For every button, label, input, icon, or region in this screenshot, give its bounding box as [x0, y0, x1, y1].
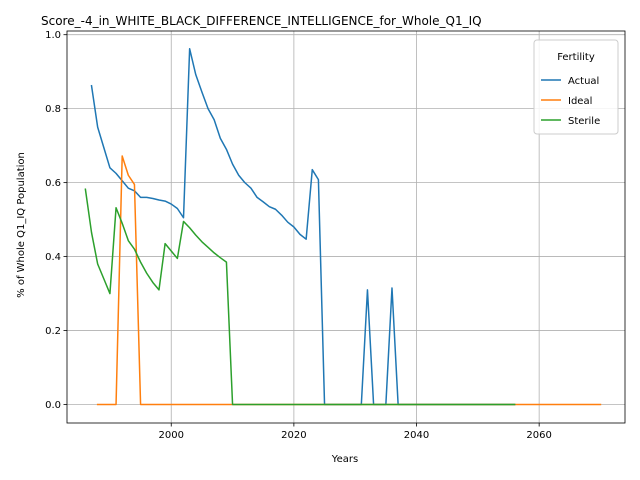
- y-tick-label: 0.2: [45, 326, 61, 337]
- x-tick-label: 2020: [281, 430, 306, 441]
- y-tick-label: 0.6: [45, 178, 61, 189]
- series-line-ideal: [96, 155, 602, 406]
- ticks: 2000 2020 2040 2060 0.0 0.2 0.4 0.6 0.8 1.0: [45, 30, 552, 441]
- chart-title: Score_-4_in_WHITE_BLACK_DIFFERENCE_INTEL…: [41, 14, 482, 28]
- legend-title: Fertility: [557, 52, 595, 63]
- legend-label-sterile: Sterile: [568, 116, 600, 127]
- series-group: [84, 48, 602, 406]
- plot-frame: [66, 30, 626, 424]
- x-axis-label: Years: [331, 454, 358, 465]
- legend-label-ideal: Ideal: [568, 96, 592, 107]
- series-line-actual: [90, 48, 516, 406]
- x-tick-label: 2060: [526, 430, 551, 441]
- y-tick-label: 0.4: [45, 252, 61, 263]
- y-axis-label: % of Whole Q1_IQ Population: [16, 152, 27, 298]
- y-tick-label: 0.0: [45, 400, 61, 411]
- x-tick-label: 2000: [159, 430, 184, 441]
- legend-label-actual: Actual: [568, 76, 599, 87]
- legend: Fertility Actual Ideal Sterile: [533, 39, 619, 135]
- series-line-sterile: [84, 188, 516, 406]
- legend-box: [533, 39, 619, 135]
- x-tick-label: 2040: [404, 430, 429, 441]
- y-tick-label: 1.0: [45, 30, 61, 41]
- y-tick-label: 0.8: [45, 104, 61, 115]
